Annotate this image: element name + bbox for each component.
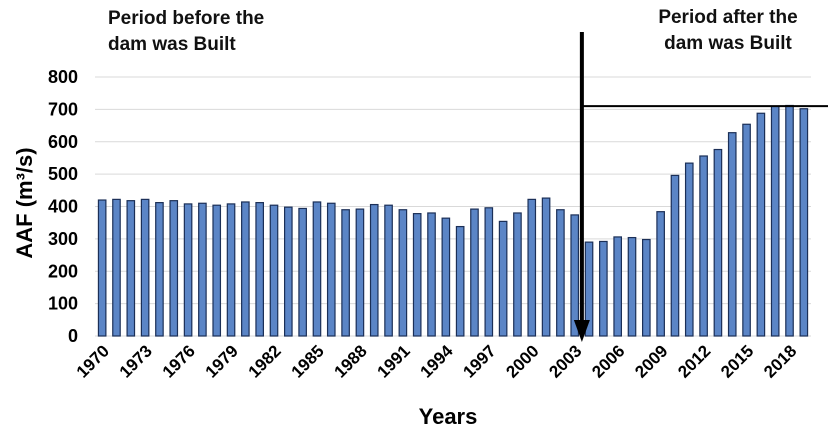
x-tick-label: 1985 xyxy=(288,341,328,381)
bar-2004 xyxy=(584,241,594,337)
bar-1975 xyxy=(169,200,179,337)
bar-2012 xyxy=(699,155,708,337)
bar-1979 xyxy=(226,203,236,337)
bar-1971 xyxy=(112,198,121,337)
bar-2005 xyxy=(599,240,608,337)
x-axis-label: Years xyxy=(419,404,478,429)
y-axis-label: AAF (m³/s) xyxy=(12,147,37,258)
y-tick-label: 0 xyxy=(68,326,78,346)
bar-1976 xyxy=(183,203,193,337)
x-tick-label: 1979 xyxy=(202,341,242,381)
x-tick-label: 1973 xyxy=(116,341,156,381)
y-tick-label: 700 xyxy=(48,99,78,119)
y-tick-label: 100 xyxy=(48,294,78,314)
bar-1993 xyxy=(427,212,436,337)
x-tick-label: 1997 xyxy=(459,341,499,381)
x-tick-label: 2006 xyxy=(588,341,628,381)
bar-2006 xyxy=(613,236,623,337)
bar-2014 xyxy=(727,132,737,337)
x-tick-label: 1988 xyxy=(331,341,371,381)
x-tick-label: 2015 xyxy=(717,341,757,381)
bar-1972 xyxy=(126,200,136,337)
x-tick-label: 2009 xyxy=(631,341,671,381)
bar-1982 xyxy=(269,204,279,337)
bar-1978 xyxy=(212,204,222,337)
annotation-marks xyxy=(573,32,828,342)
bar-1991 xyxy=(398,209,408,337)
bar-1994 xyxy=(441,217,451,337)
x-tick-label: 2000 xyxy=(502,341,542,381)
x-tick-label: 1976 xyxy=(159,341,199,381)
bar-1977 xyxy=(198,202,207,337)
bar-1992 xyxy=(412,213,422,337)
bar-2003 xyxy=(570,214,580,337)
x-tick-label: 2012 xyxy=(674,341,714,381)
bar-1997 xyxy=(484,207,494,337)
annotation-after-line-2: dam was Built xyxy=(664,33,792,54)
annotation-after-line-1: Period after the xyxy=(658,7,798,28)
bar-2001 xyxy=(541,197,551,337)
dam-arrow-head xyxy=(573,320,590,342)
bar-1984 xyxy=(298,207,307,337)
x-tick-label: 1970 xyxy=(73,341,113,381)
y-tick-label: 300 xyxy=(48,229,78,249)
annotation-before-dam: Period before the dam was Built xyxy=(108,6,328,58)
bar-1998 xyxy=(498,220,508,337)
bars xyxy=(97,104,809,337)
bar-2007 xyxy=(627,236,637,337)
bar-1985 xyxy=(312,201,322,337)
bar-2016 xyxy=(756,112,766,337)
y-tick-label: 600 xyxy=(48,132,78,152)
bar-2015 xyxy=(742,123,751,337)
x-tick-label: 2003 xyxy=(545,341,585,381)
y-tick-labels: 0 100 200 300 400 500 600 700 800 xyxy=(48,67,78,346)
bar-2008 xyxy=(641,238,651,337)
bar-1996 xyxy=(470,208,479,337)
bar-1988 xyxy=(355,208,365,337)
bar-1981 xyxy=(255,202,265,337)
bar-2013 xyxy=(713,148,723,337)
x-tick-label: 1982 xyxy=(245,341,285,381)
x-tick-labels: 1970 1973 1976 1979 1982 1985 1988 1991 1994 1997… xyxy=(73,341,801,382)
bar-2019 xyxy=(799,108,809,337)
bar-2010 xyxy=(670,174,680,337)
x-tick-label: 1994 xyxy=(416,341,457,382)
bar-2018 xyxy=(785,104,794,337)
bar-2002 xyxy=(556,209,565,337)
bar-2000 xyxy=(527,198,537,337)
y-tick-label: 800 xyxy=(48,67,78,87)
y-tick-label: 200 xyxy=(48,261,78,281)
bar-1974 xyxy=(155,202,164,337)
x-tick-label: 2018 xyxy=(760,341,800,381)
annotation-before-line-1: Period before the xyxy=(108,8,265,29)
y-tick-label: 500 xyxy=(48,164,78,184)
annotation-after-dam: Period after the dam was Built xyxy=(628,5,828,57)
bar-2011 xyxy=(684,162,694,337)
bar-1986 xyxy=(326,202,336,337)
bar-1999 xyxy=(513,212,522,337)
annotation-before-line-2: dam was Built xyxy=(108,34,236,55)
bar-1989 xyxy=(369,203,379,337)
bar-2009 xyxy=(656,211,665,337)
bar-1995 xyxy=(455,225,465,337)
bar-1983 xyxy=(283,206,293,337)
bar-1970 xyxy=(97,199,107,337)
bar-2017 xyxy=(770,105,780,337)
bar-1990 xyxy=(384,204,393,337)
x-tick-label: 1991 xyxy=(374,341,414,381)
bar-1973 xyxy=(140,198,150,337)
bar-1980 xyxy=(241,201,250,337)
bar-1987 xyxy=(341,209,350,337)
y-tick-label: 400 xyxy=(48,197,78,217)
